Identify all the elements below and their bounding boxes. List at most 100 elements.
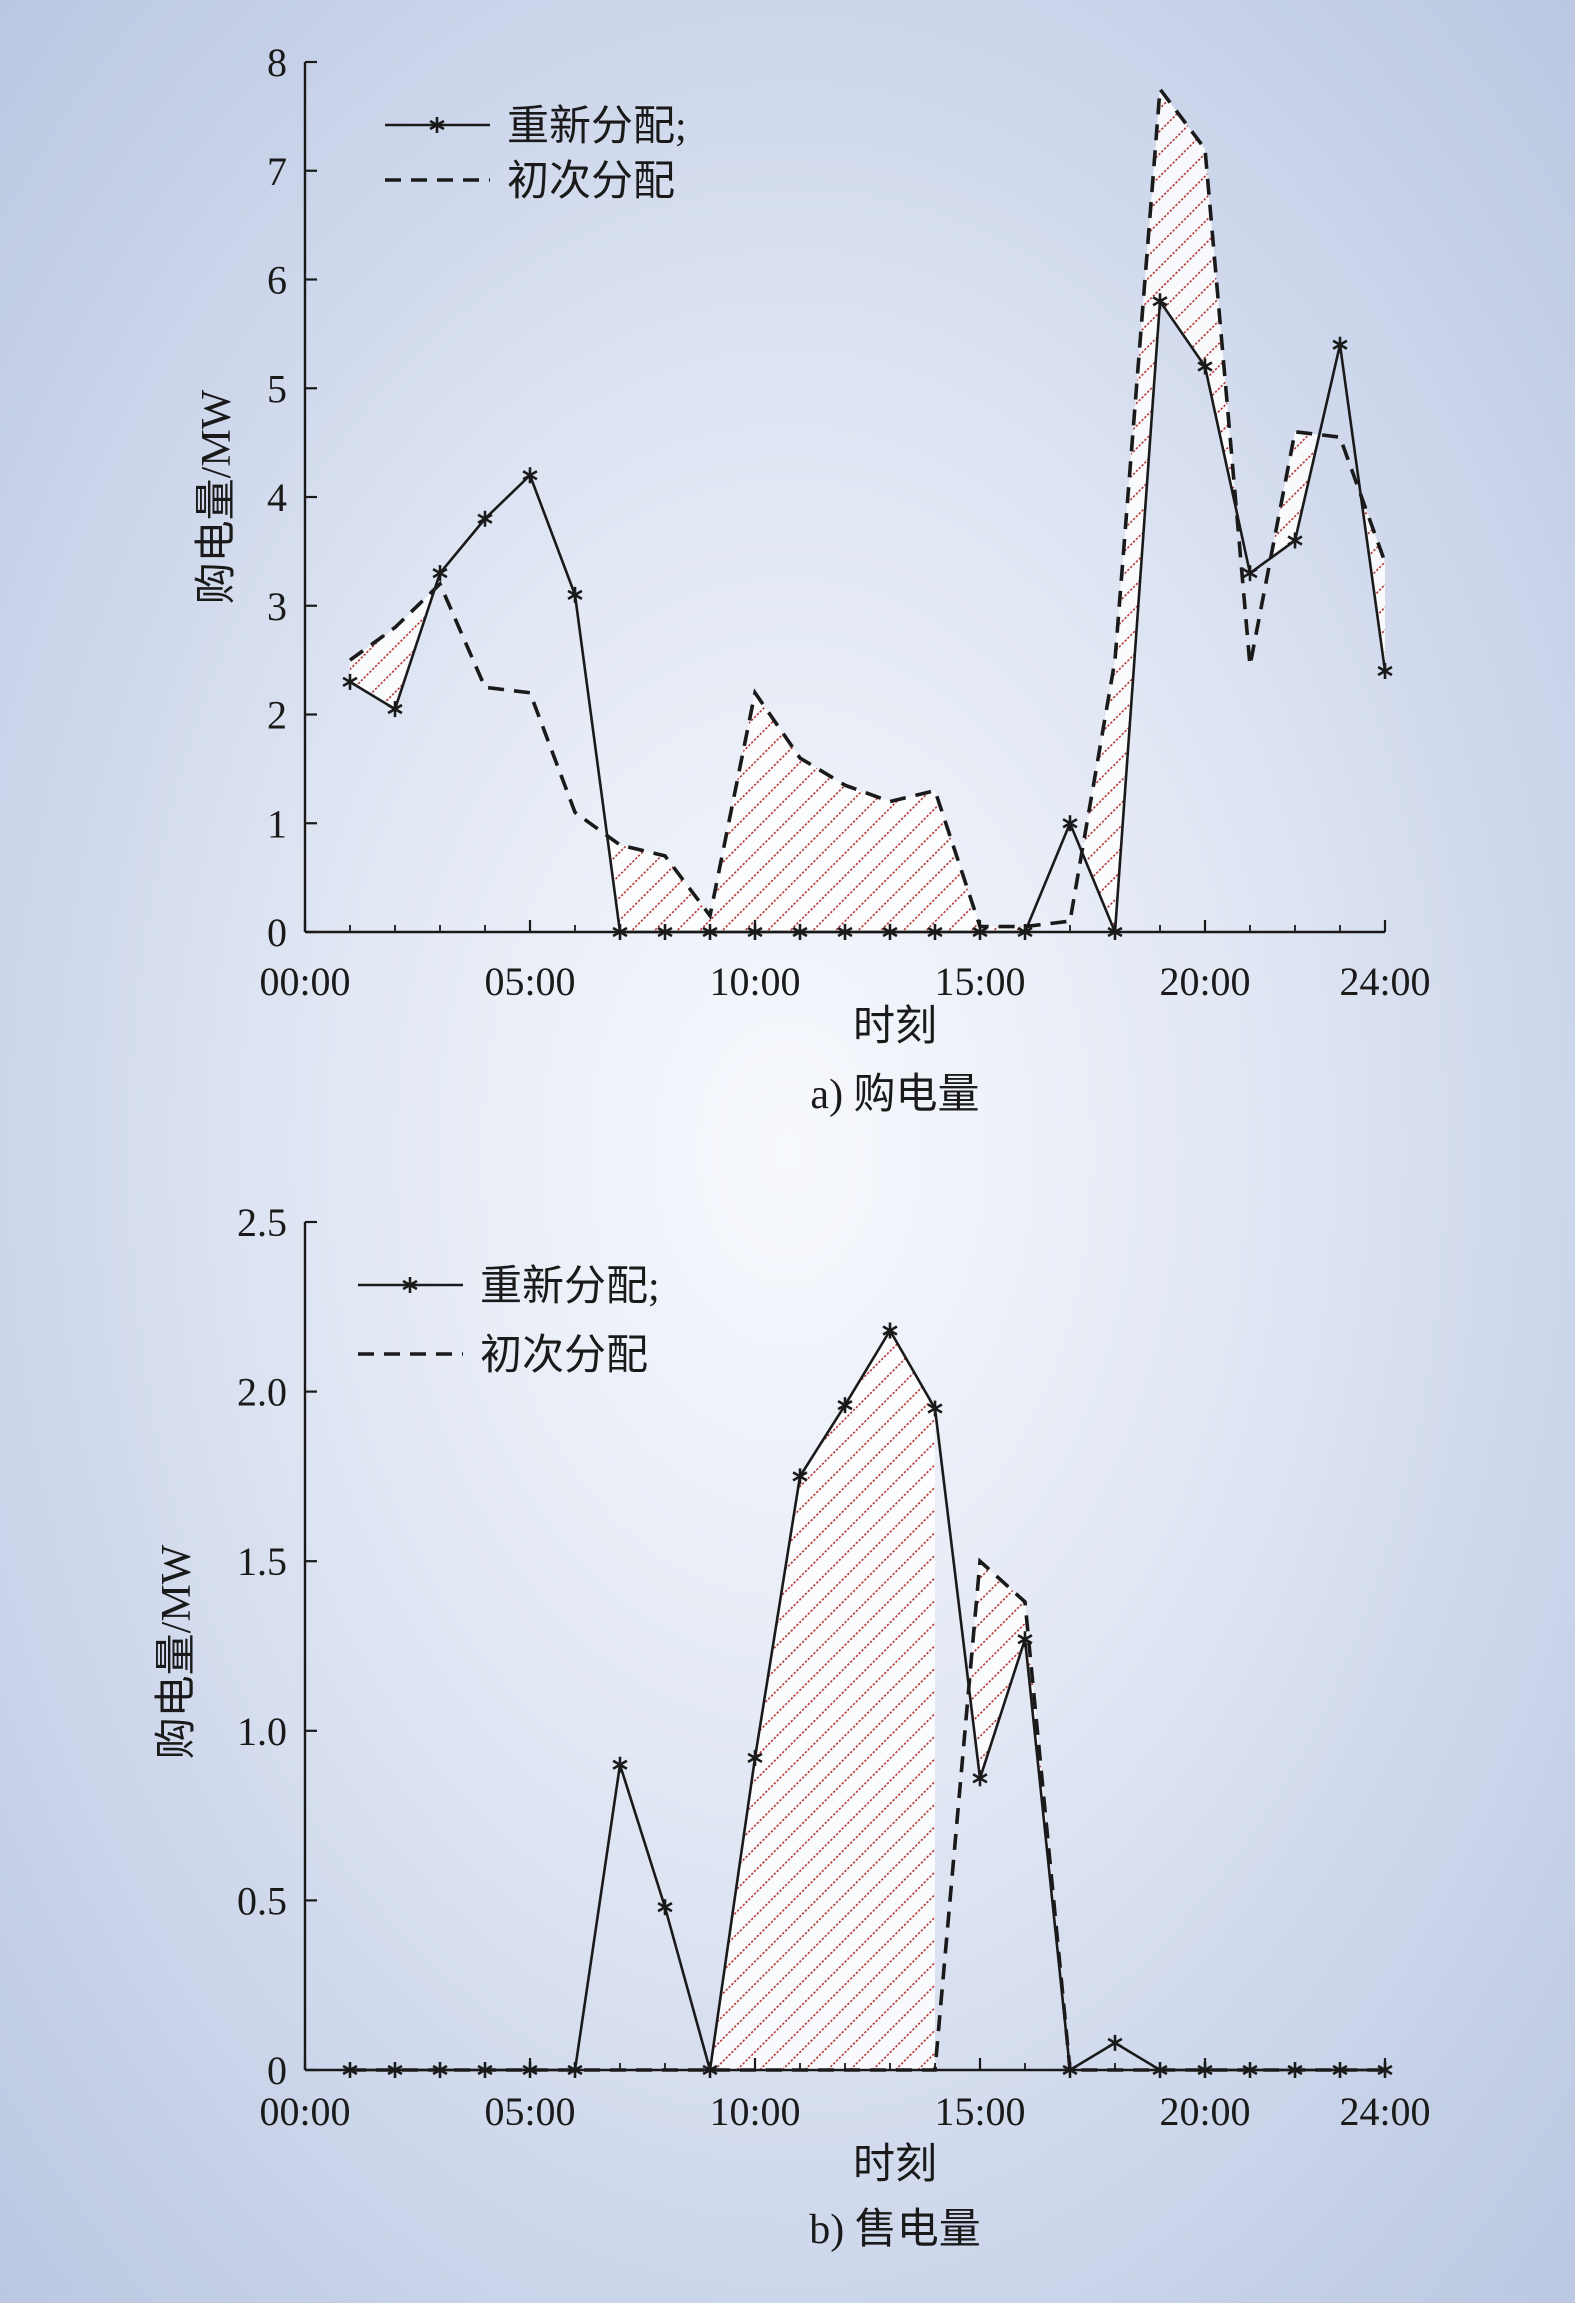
data-point <box>1332 336 1348 353</box>
legend-star-marker <box>429 117 445 133</box>
data-point <box>927 1400 943 1417</box>
data-point <box>747 1749 763 1766</box>
y-tick-label: 6 <box>267 258 287 303</box>
data-point <box>1332 2062 1348 2078</box>
x-tick-label: 15:00 <box>934 2089 1025 2134</box>
data-point <box>567 586 583 603</box>
x-tick-label: 00:00 <box>259 959 350 1004</box>
hatch-segment <box>755 692 800 932</box>
hatch-segment <box>1115 89 1160 932</box>
hatch-segment <box>800 758 845 932</box>
x-tick-label: 20:00 <box>1159 959 1250 1004</box>
data-point <box>792 1468 808 1485</box>
data-point <box>882 924 898 940</box>
data-point <box>927 924 943 940</box>
data-point <box>1197 2062 1213 2078</box>
series-redistributed-line <box>349 297 1387 934</box>
hatch-segment <box>665 855 710 932</box>
x-tick-label: 10:00 <box>709 959 800 1004</box>
hatch-segment <box>935 790 980 932</box>
chart-caption: b) 售电量 <box>809 2207 981 2253</box>
y-tick-label: 4 <box>267 475 287 520</box>
chart-caption: a) 购电量 <box>810 1072 979 1118</box>
hatch-segment <box>890 790 935 932</box>
y-tick-label: 1.0 <box>237 1709 287 1754</box>
data-point <box>432 565 448 582</box>
x-tick-label: 15:00 <box>934 959 1025 1004</box>
chart-sale: 0 0.5 1.0 1.5 2.0 2.5 00:00 05:00 10:00 15:00 20:0… <box>154 1200 1431 2253</box>
data-point <box>477 2062 493 2078</box>
x-tick-label: 24:00 <box>1339 2089 1430 2134</box>
data-point <box>1107 924 1123 940</box>
x-tick-label: 10:00 <box>709 2089 800 2134</box>
hatch-segment <box>800 1405 845 2070</box>
y-axis-label: 购电量/MW <box>154 1544 200 1759</box>
y-tick-label: 2 <box>267 693 287 738</box>
x-tick-label: 00:00 <box>259 2089 350 2134</box>
data-point <box>477 510 493 527</box>
y-axis-label: 购电量/MW <box>194 389 240 604</box>
chart-purchase: 0 1 2 3 4 5 6 7 8 00:00 05:00 10:00 15:00 20:00 24:00 重… <box>194 40 1431 1118</box>
data-point <box>792 924 808 940</box>
x-tick-label: 05:00 <box>484 2089 575 2134</box>
y-tick-label: 0 <box>267 910 287 955</box>
y-tick-label: 0 <box>267 2048 287 2093</box>
data-point <box>522 2062 538 2078</box>
data-point <box>837 924 853 940</box>
data-point <box>882 1322 898 1339</box>
hatch-segment <box>890 1330 935 2070</box>
data-point <box>1062 2062 1078 2078</box>
x-axis-label: 时刻 <box>853 1004 937 1050</box>
data-point <box>1287 532 1303 549</box>
hatch-segment <box>1081 660 1115 932</box>
legend-label-redistributed: 重新分配; <box>480 1264 660 1310</box>
data-point <box>972 1770 988 1787</box>
y-tick-label: 1 <box>267 801 287 846</box>
data-point <box>657 1899 673 1916</box>
legend-label-initial: 初次分配 <box>480 1333 648 1379</box>
data-point <box>1017 924 1033 940</box>
hatch-segment <box>980 1561 1025 1779</box>
y-tick-label: 2.0 <box>237 1370 287 1415</box>
data-point <box>1062 815 1078 832</box>
data-point <box>612 924 628 940</box>
hatch-segment <box>968 1561 980 1779</box>
data-point <box>1152 293 1168 310</box>
series-redistributed-line <box>350 1327 1385 2073</box>
data-point <box>837 1397 853 1414</box>
y-tick-label: 1.5 <box>237 1539 287 1584</box>
difference-hatch <box>350 89 1385 932</box>
x-tick-label: 20:00 <box>1159 2089 1250 2134</box>
data-point <box>1197 358 1213 375</box>
y-tick-label: 7 <box>267 149 287 194</box>
data-point <box>387 701 403 718</box>
hatch-segment <box>1205 149 1237 512</box>
x-tick-label: 05:00 <box>484 959 575 1004</box>
legend-star-marker <box>402 1277 418 1293</box>
data-point <box>1107 2034 1123 2051</box>
data-point <box>342 673 358 690</box>
hatch-segment <box>620 845 665 932</box>
y-tick-label: 0.5 <box>237 1878 287 1923</box>
series-initial-line <box>348 84 1387 929</box>
legend-label-initial: 初次分配 <box>507 159 675 205</box>
x-axis-label: 时刻 <box>853 2142 937 2188</box>
data-point <box>432 2062 448 2078</box>
data-point <box>612 1756 628 1773</box>
data-point <box>1017 1631 1033 1648</box>
hatch-segment <box>845 1330 890 2070</box>
data-point <box>1377 663 1393 679</box>
data-point <box>1242 565 1258 582</box>
legend-label-redistributed: 重新分配; <box>507 104 687 150</box>
data-point <box>342 2062 358 2078</box>
x-tick-label: 24:00 <box>1339 959 1430 1004</box>
data-point <box>567 2062 583 2078</box>
data-point <box>522 467 538 484</box>
data-point <box>972 924 988 940</box>
data-point <box>702 924 718 940</box>
y-tick-label: 5 <box>267 366 287 411</box>
data-point <box>1152 2062 1168 2078</box>
y-tick-label: 8 <box>267 40 287 85</box>
y-tick-label: 3 <box>267 584 287 629</box>
